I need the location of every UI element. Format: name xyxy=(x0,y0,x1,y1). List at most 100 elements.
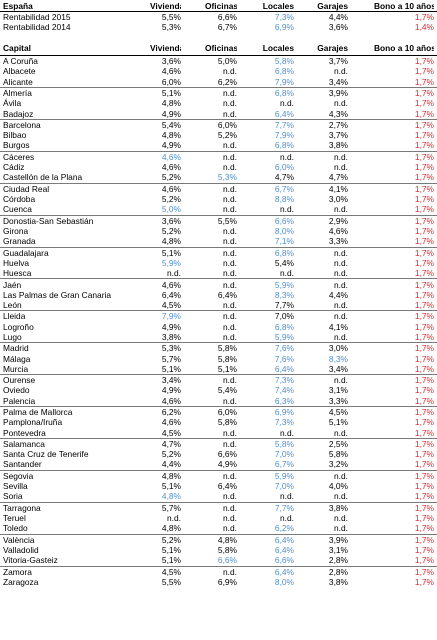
cell-oficinas: 6,6% xyxy=(217,12,237,23)
cell-locales: 8,8% xyxy=(274,194,294,204)
header-oficinas: Oficinas xyxy=(205,1,237,11)
cell-oficinas: n.d. xyxy=(223,279,237,290)
cell-oficinas: 6,4% xyxy=(217,289,237,300)
cell-oficinas: n.d. xyxy=(223,427,237,438)
cell-oficinas: 5,8% xyxy=(217,417,237,428)
cell-locales: 7,0% xyxy=(274,449,294,460)
cell-bono: 1,7% xyxy=(414,289,434,300)
cell-garajes: 3,4% xyxy=(328,363,348,374)
cell-vivienda: 4,9% xyxy=(161,321,181,332)
cell-name: Oviedo xyxy=(3,385,30,396)
cell-name: Palencia xyxy=(3,395,36,406)
cell-oficinas: n.d. xyxy=(223,162,237,173)
header-vivienda: Vivienda xyxy=(150,43,181,53)
cell-bono: 1,7% xyxy=(414,311,434,322)
cell-garajes: n.d. xyxy=(334,98,348,109)
table-row: Teruel n.d. n.d. n.d. n.d. 1,7% xyxy=(0,513,437,523)
table-row: Ourense 3,4% n.d. 7,3% n.d. 1,7% xyxy=(0,375,437,385)
cell-name: Castellón de la Plana xyxy=(3,172,83,183)
cell-locales: 6,8% xyxy=(274,140,294,151)
cell-garajes: n.d. xyxy=(334,523,348,534)
cell-locales: 6,3% xyxy=(274,395,294,406)
cell-garajes: 3,0% xyxy=(328,194,348,204)
cell-locales: 6,8% xyxy=(274,66,294,77)
cell-bono: 1,7% xyxy=(414,204,434,215)
cell-name: Vitoria-Gasteiz xyxy=(3,555,58,566)
table-row: Toledo 4,8% n.d. 6,2% n.d. 1,7% xyxy=(0,523,437,533)
cell-oficinas: n.d. xyxy=(223,66,237,77)
cell-locales: 4,7% xyxy=(274,172,294,183)
cell-locales: 6,4% xyxy=(274,108,294,119)
group-divider xyxy=(0,437,437,439)
summary-row: Rentabilidad 2015 5,5% 6,6% 7,3% 4,4% 1,7% xyxy=(0,12,437,22)
group-divider xyxy=(0,310,437,312)
table-row: Lleida 7,9% n.d. 7,0% n.d. 1,7% xyxy=(0,311,437,321)
cell-vivienda: 4,6% xyxy=(161,279,181,290)
cell-oficinas: n.d. xyxy=(223,566,237,577)
table-row: Bilbao 4,8% 5,2% 7,9% 3,7% 1,7% xyxy=(0,130,437,140)
cell-garajes: n.d. xyxy=(334,66,348,77)
cell-name: Valladolid xyxy=(3,544,39,555)
cell-garajes: 4,0% xyxy=(328,481,348,492)
table-row: Cuenca 5,0% n.d. n.d. n.d. 1,7% xyxy=(0,204,437,214)
cell-locales: 6,4% xyxy=(274,534,294,545)
capitals-header-divider xyxy=(0,54,437,56)
cell-garajes: 3,3% xyxy=(328,236,348,247)
cell-bono: 1,7% xyxy=(414,215,434,226)
cell-vivienda: 4,8% xyxy=(161,130,181,141)
cell-garajes: 3,7% xyxy=(328,130,348,141)
cell-oficinas: n.d. xyxy=(223,98,237,109)
cell-garajes: 3,7% xyxy=(328,56,348,67)
cell-garajes: 2,8% xyxy=(328,555,348,566)
cell-locales: 5,8% xyxy=(274,56,294,67)
cell-vivienda: 4,5% xyxy=(161,299,181,310)
summary-row: Rentabilidad 2014 5,3% 6,7% 6,9% 3,6% 1,4% xyxy=(0,22,437,32)
cell-oficinas: n.d. xyxy=(223,299,237,310)
cell-bono: 1,7% xyxy=(414,555,434,566)
cell-bono: 1,7% xyxy=(414,439,434,449)
cell-locales: 6,6% xyxy=(274,555,294,566)
cell-oficinas: 6,0% xyxy=(217,120,237,130)
cell-oficinas: n.d. xyxy=(223,470,237,481)
table-row: Donostia-San Sebastián 3,6% 5,5% 6,6% 2,9% 1,… xyxy=(0,216,437,226)
cell-bono: 1,7% xyxy=(414,470,434,481)
cell-bono: 1,7% xyxy=(414,544,434,555)
table-row: Las Palmas de Gran Canaria 6,4% 6,4% 8,3% 4,… xyxy=(0,290,437,300)
group-divider xyxy=(0,150,437,152)
cell-vivienda: 5,1% xyxy=(161,544,181,555)
cell-bono: 1,4% xyxy=(414,22,434,33)
table-row: Segovia 4,8% n.d. 5,9% n.d. 1,7% xyxy=(0,471,437,481)
table-row: Castellón de la Plana 5,2% 5,3% 4,7% 4,7% 1,7… xyxy=(0,172,437,182)
header-locales: Locales xyxy=(262,1,294,11)
cell-oficinas: n.d. xyxy=(223,439,237,449)
cell-garajes: 4,1% xyxy=(328,321,348,332)
cell-bono: 1,7% xyxy=(414,76,434,87)
cell-locales: 5,9% xyxy=(274,470,294,481)
table-row: Vitoria-Gasteiz 5,1% 6,6% 6,6% 2,8% 1,7% xyxy=(0,555,437,565)
group-divider xyxy=(0,214,437,216)
cell-bono: 1,7% xyxy=(414,407,434,418)
cell-vivienda: 5,1% xyxy=(161,363,181,374)
table-row: Valladolid 5,1% 5,8% 6,4% 3,1% 1,7% xyxy=(0,545,437,555)
cell-vivienda: 4,6% xyxy=(161,395,181,406)
cell-name: Toledo xyxy=(3,523,28,534)
cell-vivienda: 5,2% xyxy=(161,194,181,204)
cell-oficinas: n.d. xyxy=(223,523,237,534)
cell-garajes: n.d. xyxy=(334,162,348,173)
cell-garajes: 4,4% xyxy=(328,289,348,300)
cell-vivienda: 4,8% xyxy=(161,491,181,502)
table-row: A Coruña 3,6% 5,0% 5,8% 3,7% 1,7% xyxy=(0,56,437,66)
cell-bono: 1,7% xyxy=(414,481,434,492)
cell-oficinas: n.d. xyxy=(223,194,237,204)
table-row: Madrid 5,3% 5,8% 7,6% 3,0% 1,7% xyxy=(0,343,437,353)
header-name: Capital xyxy=(3,43,31,53)
cell-vivienda: 4,6% xyxy=(161,162,181,173)
cell-name: Lleida xyxy=(3,311,26,322)
cell-locales: 6,8% xyxy=(274,321,294,332)
cell-bono: 1,7% xyxy=(414,172,434,183)
cell-garajes: 3,9% xyxy=(328,534,348,545)
cell-name: Albacete xyxy=(3,66,36,77)
cell-oficinas: 5,0% xyxy=(217,56,237,67)
cell-name: Zamora xyxy=(3,566,32,577)
header-locales: Locales xyxy=(262,43,294,53)
